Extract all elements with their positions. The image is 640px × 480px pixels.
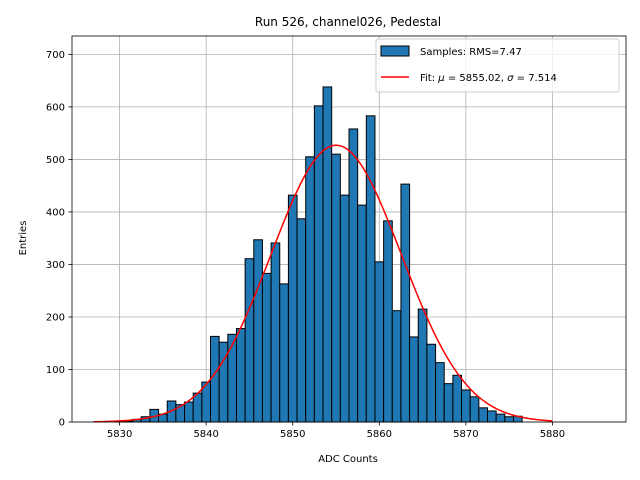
histogram-bar <box>210 335 220 423</box>
legend-bar-swatch <box>380 45 410 57</box>
histogram-bar <box>270 242 281 423</box>
histogram-bar <box>400 183 411 423</box>
fit-sigma-symbol: σ <box>507 73 514 84</box>
histogram-bar <box>261 272 272 423</box>
y-tick-label: 400 <box>46 207 65 218</box>
x-axis-label: ADC Counts <box>318 454 378 465</box>
histogram-bar <box>279 283 289 423</box>
legend-histogram-label: Samples: RMS=7.47 <box>420 47 522 58</box>
histogram-bar <box>235 328 246 423</box>
fit-mu-symbol: μ <box>437 73 444 84</box>
y-tick-label: 100 <box>46 365 65 376</box>
histogram-bar <box>339 194 350 423</box>
histogram-bar <box>305 156 315 423</box>
histogram-bar <box>391 310 402 423</box>
histogram-bar <box>452 374 463 423</box>
x-tick-label: 5840 <box>193 429 218 440</box>
x-tick-label: 5870 <box>453 429 478 440</box>
x-tick-label: 5830 <box>107 429 132 440</box>
fit-sigma-value: = 7.514 <box>513 73 556 84</box>
histogram-bar <box>192 392 203 423</box>
histogram-bar <box>184 401 194 423</box>
histogram-bar <box>435 362 445 423</box>
histogram-bar <box>244 258 255 423</box>
histogram-bar <box>357 204 367 423</box>
axes-frame <box>71 35 627 423</box>
y-tick-label: 500 <box>46 155 65 166</box>
histogram-bar <box>426 343 437 423</box>
histogram-bar <box>227 333 237 423</box>
histogram-bar <box>409 336 419 423</box>
x-tick-label: 5880 <box>540 429 565 440</box>
y-axis-label: Entries <box>18 221 29 256</box>
y-axis-ticks: 0 100 200 300 400 500 600 700 <box>46 50 72 429</box>
y-tick-label: 700 <box>46 50 65 61</box>
histogram-bar <box>253 239 263 423</box>
fit-curve <box>93 144 553 423</box>
y-tick-label: 0 <box>59 418 65 429</box>
histogram-bar <box>374 261 385 423</box>
y-tick-label: 200 <box>46 312 65 323</box>
histogram-bars <box>114 86 523 423</box>
histogram-bar <box>287 194 298 423</box>
x-tick-label: 5850 <box>280 429 305 440</box>
histogram-bar <box>469 396 480 423</box>
chart-title: Run 526, channel026, Pedestal <box>255 15 441 29</box>
x-axis-ticks: 5830 5840 5850 5860 5870 5880 <box>107 422 565 440</box>
y-tick-label: 300 <box>46 260 65 271</box>
histogram-bar <box>313 105 324 423</box>
histogram-bar <box>296 218 307 423</box>
histogram-bar <box>495 413 506 423</box>
plot-area: 5830 5840 5850 5860 5870 5880 0 100 200 300 400 50… <box>46 35 627 440</box>
fit-mu-value: = 5855.02, <box>445 73 507 84</box>
y-tick-label: 600 <box>46 102 65 113</box>
histogram-bar <box>443 383 454 423</box>
histogram-bar <box>487 410 497 423</box>
histogram-bar <box>461 389 471 423</box>
histogram-bar <box>478 407 488 423</box>
histogram-bar <box>417 308 428 423</box>
x-tick-label: 5860 <box>367 429 392 440</box>
histogram-bar <box>504 416 514 423</box>
legend-box <box>375 38 620 93</box>
legend-fit-label: Fit: μ = 5855.02, σ = 7.514 <box>420 73 557 84</box>
histogram-bar <box>383 220 393 423</box>
legend: Samples: RMS=7.47 Fit: μ = 5855.02, σ = … <box>375 38 620 93</box>
histogram-bar <box>365 115 376 423</box>
histogram-bar <box>331 153 341 423</box>
histogram-bar <box>322 86 333 423</box>
histogram-bar <box>348 128 359 423</box>
fit-label-prefix: Fit: <box>420 73 438 84</box>
